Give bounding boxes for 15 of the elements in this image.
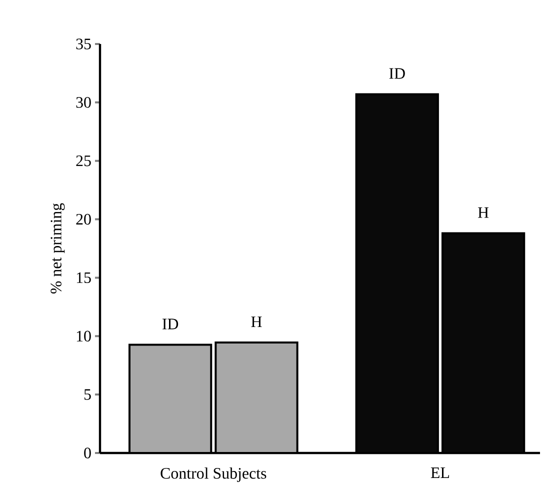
y-tick-label: 20 [76, 214, 91, 225]
text: ID [389, 68, 405, 79]
y-tick-label: 5 [84, 389, 91, 400]
text: H [478, 207, 489, 218]
series-label: H [251, 316, 262, 328]
y-tick-label: 15 [76, 272, 91, 284]
y-tick-label: 30 [76, 97, 91, 108]
y-axis-title: % net priming [50, 203, 65, 294]
series-label: ID [162, 318, 178, 330]
y-tick-label: 0 [84, 448, 91, 458]
x-tick-label: Control Subjects [160, 468, 266, 482]
y-tick-label: 10 [76, 330, 91, 342]
y-tick-label: 35 [76, 38, 91, 50]
y-tick-label: 25 [76, 155, 91, 166]
x-tick-label: EL [430, 468, 449, 478]
